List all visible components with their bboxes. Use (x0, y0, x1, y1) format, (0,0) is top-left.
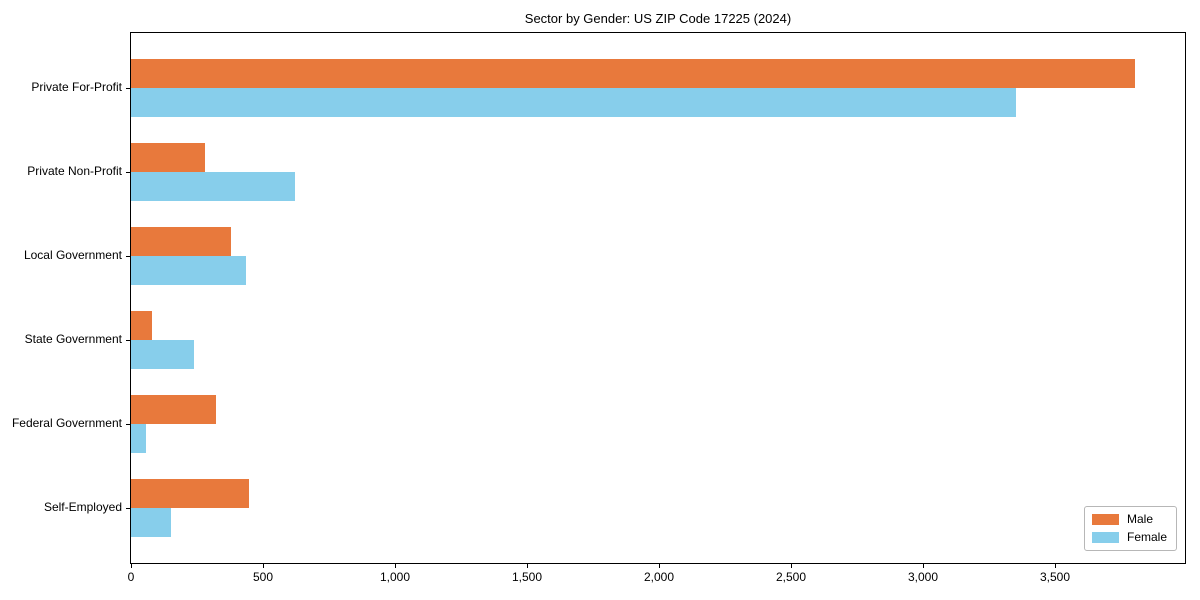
chart-title: Sector by Gender: US ZIP Code 17225 (202… (524, 11, 792, 26)
x-axis-tick (131, 564, 132, 568)
legend-swatch-male (1091, 514, 1119, 525)
bar-male-private-non-profit (131, 143, 205, 172)
x-axis-tick (1055, 564, 1056, 568)
x-axis-tick-label: 0 (127, 570, 135, 584)
x-axis-tick-label: 2,500 (775, 570, 807, 584)
y-axis-label-local-government: Local Government (23, 248, 122, 262)
y-axis-tick (126, 508, 130, 509)
plot-area: Male Female (130, 32, 1186, 564)
legend-label-male: Male (1126, 512, 1153, 526)
x-axis-tick (527, 564, 528, 568)
x-axis-tick (791, 564, 792, 568)
bar-male-self-employed (131, 479, 249, 508)
y-axis-tick (126, 88, 130, 89)
bar-female-federal-government (131, 424, 146, 453)
x-axis-tick-label: 2,000 (643, 570, 675, 584)
y-axis-tick (126, 340, 130, 341)
y-axis-label-private-for-profit: Private For-Profit (31, 80, 122, 94)
y-axis-label-federal-government: Federal Government (11, 416, 122, 430)
x-axis-tick (395, 564, 396, 568)
x-axis-tick-label: 1,500 (511, 570, 543, 584)
bar-male-local-government (131, 227, 231, 256)
bar-female-private-for-profit (131, 88, 1016, 117)
x-axis-tick-label: 500 (252, 570, 274, 584)
y-axis-tick (126, 256, 130, 257)
bar-female-local-government (131, 256, 246, 285)
x-axis-tick-label: 1,000 (379, 570, 411, 584)
y-axis-label-private-non-profit: Private Non-Profit (27, 164, 122, 178)
y-axis-tick (126, 172, 130, 173)
y-axis-label-state-government: State Government (24, 332, 122, 346)
bar-female-state-government (131, 340, 194, 369)
bar-female-private-non-profit (131, 172, 295, 201)
legend-label-female: Female (1126, 530, 1167, 544)
y-axis-label-self-employed: Self-Employed (43, 500, 122, 514)
bar-male-federal-government (131, 395, 216, 424)
bar-male-state-government (131, 311, 152, 340)
legend-item-female: Female (1091, 530, 1167, 544)
x-axis-tick-label: 3,500 (1039, 570, 1071, 584)
legend-swatch-female (1091, 532, 1119, 543)
legend-item-male: Male (1091, 512, 1167, 526)
bar-female-self-employed (131, 508, 171, 537)
x-axis-tick (263, 564, 264, 568)
bar-male-private-for-profit (131, 59, 1135, 88)
y-axis-tick (126, 424, 130, 425)
x-axis-tick-label: 3,000 (907, 570, 939, 584)
x-axis-tick (659, 564, 660, 568)
legend: Male Female (1083, 506, 1177, 551)
x-axis-tick (923, 564, 924, 568)
